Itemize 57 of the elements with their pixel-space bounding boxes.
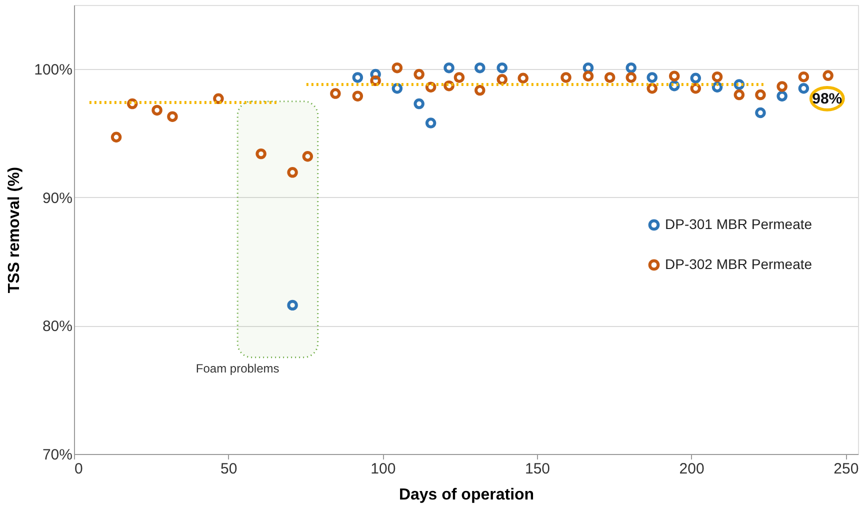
point (496, 74, 508, 85)
point (734, 89, 745, 100)
point (646, 83, 658, 94)
point (352, 90, 364, 102)
point (425, 118, 436, 128)
point (496, 62, 508, 74)
legend-label: DP-302 MBR Permeate (665, 256, 812, 272)
point (444, 62, 454, 74)
point (798, 71, 810, 82)
point (776, 81, 788, 92)
point (256, 148, 266, 160)
x-tick-label: 100 (370, 460, 396, 478)
point (560, 72, 572, 83)
x-tick-label: 200 (679, 460, 704, 478)
point (414, 98, 424, 110)
point (646, 72, 658, 83)
point (152, 104, 162, 116)
legend-label: DP-301 MBR Permeate (665, 216, 812, 232)
x-tick-label: 50 (220, 460, 238, 478)
point (392, 83, 403, 94)
point (798, 83, 810, 94)
point (668, 70, 680, 82)
band-label: Foam problems (196, 361, 280, 376)
point (690, 72, 702, 84)
y-tick-label: 100% (34, 62, 72, 79)
y-tick-label: 70% (42, 446, 72, 464)
point (392, 62, 403, 74)
point (755, 89, 766, 100)
point (776, 90, 788, 102)
point (302, 151, 314, 162)
x-tick-label: 150 (524, 460, 550, 478)
point (822, 70, 834, 81)
point (330, 88, 341, 99)
point (287, 167, 298, 178)
point (474, 62, 486, 74)
point (110, 132, 122, 142)
point (582, 70, 594, 82)
point (626, 62, 637, 74)
point (518, 72, 528, 84)
point (604, 72, 616, 83)
point (474, 84, 486, 96)
point (454, 72, 465, 83)
point (287, 300, 298, 311)
y-tick-label: 90% (42, 190, 72, 207)
x-tick-label: 250 (834, 460, 859, 478)
point (352, 72, 364, 83)
point (414, 68, 424, 80)
point (626, 72, 637, 83)
x-axis-title: Days of operation (398, 486, 534, 504)
point (755, 107, 766, 118)
annotation: 98% (812, 90, 842, 108)
x-tick-label: 0 (74, 460, 83, 478)
y-axis-title: TSS removal (%) (6, 166, 24, 294)
point (712, 71, 723, 82)
point (167, 111, 178, 122)
point (712, 82, 723, 92)
y-tick-label: 80% (42, 318, 72, 336)
